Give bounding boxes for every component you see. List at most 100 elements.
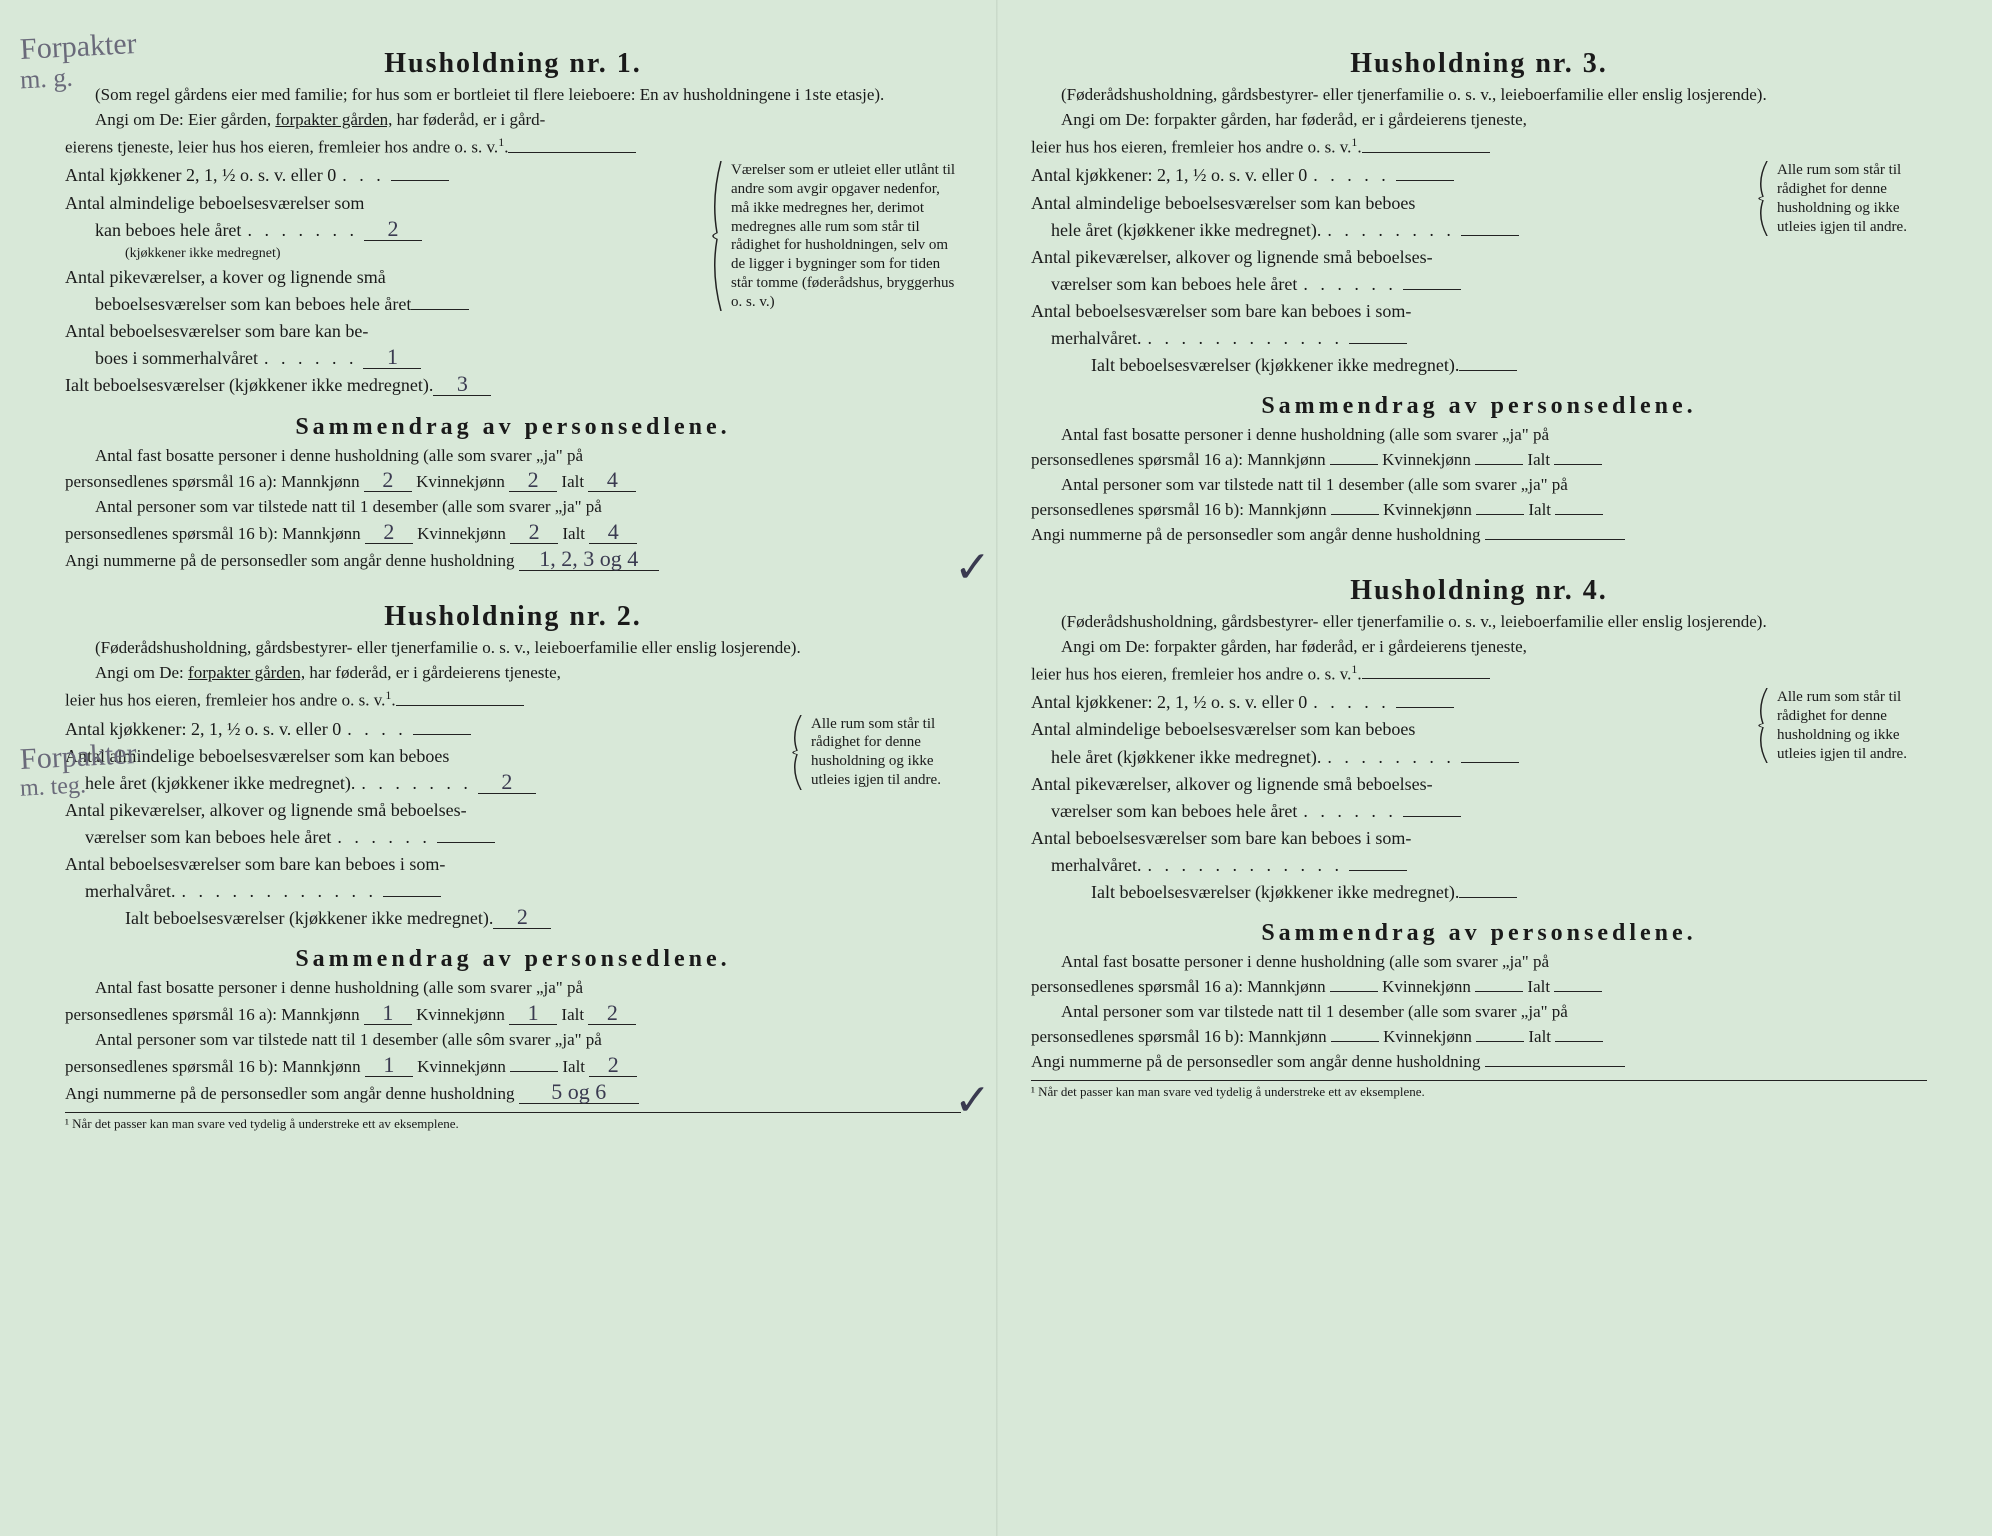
- handwriting-margin-1: Forpakter: [19, 27, 137, 67]
- angi-post: har føderåd, er i gårdeierens tjeneste,: [305, 663, 561, 682]
- household-2: Husholdning nr. 2. (Føderådshusholdning,…: [65, 601, 961, 1132]
- handwriting-margin-2: Forpakter: [19, 737, 137, 777]
- kjokken-value[interactable]: [1396, 707, 1454, 708]
- fast-k[interactable]: [1475, 991, 1523, 992]
- dots: . . . . . . .: [241, 217, 364, 243]
- alm-value[interactable]: 2: [364, 218, 422, 241]
- nummer-value[interactable]: 1, 2, 3 og 4: [519, 548, 659, 571]
- til-k[interactable]: 2: [510, 521, 558, 544]
- fast-i[interactable]: 2: [588, 1002, 636, 1025]
- footnote-ref: 1: [1351, 662, 1357, 676]
- nummer-value[interactable]: [1485, 539, 1625, 540]
- alm-value[interactable]: [1461, 762, 1519, 763]
- pike-value[interactable]: [1403, 816, 1461, 817]
- pike-value[interactable]: [411, 309, 469, 310]
- dots: . . . . .: [1307, 162, 1396, 188]
- dots: . . . . . . . . . . . .: [1141, 852, 1349, 878]
- til-k[interactable]: [1476, 1041, 1524, 1042]
- til-m[interactable]: 2: [365, 521, 413, 544]
- til-i[interactable]: [1555, 1041, 1603, 1042]
- til-label: personsedlenes spørsmål 16 b): Mannkjønn: [65, 1057, 361, 1076]
- ialt-value[interactable]: [1459, 370, 1517, 371]
- til-i[interactable]: 4: [589, 521, 637, 544]
- household-3-angi2: leier hus hos eieren, fremleier hos andr…: [1031, 134, 1927, 160]
- sammendrag-3: Sammendrag av personsedlene.: [1031, 393, 1927, 420]
- brace-icon: [709, 161, 723, 311]
- footnote-2: ¹ Når det passer kan man svare ved tydel…: [1031, 1080, 1927, 1100]
- room-fields-1: Antal kjøkkener 2, 1, ½ o. s. v. eller 0…: [65, 161, 723, 399]
- sommer-value[interactable]: [1349, 343, 1407, 344]
- ialt-value[interactable]: 2: [493, 906, 551, 929]
- tick-mark: ✓: [954, 1071, 991, 1130]
- angi-underline: forpakter gården,: [275, 110, 392, 129]
- fast-k[interactable]: [1475, 464, 1523, 465]
- sommer-value[interactable]: [383, 896, 441, 897]
- household-4-title: Husholdning nr. 4.: [1031, 575, 1927, 607]
- til-i[interactable]: [1555, 514, 1603, 515]
- ialt-value[interactable]: 3: [433, 373, 491, 396]
- alm-value[interactable]: [1461, 235, 1519, 236]
- til-label: personsedlenes spørsmål 16 b): Mannkjønn: [1031, 500, 1327, 519]
- alm-label1: Antal almindelige beboelsesværelser som …: [1031, 190, 1769, 216]
- fast-k[interactable]: 1: [509, 1002, 557, 1025]
- dots: . . .: [336, 162, 391, 188]
- fast-m[interactable]: [1330, 991, 1378, 992]
- room-fields-3: Antal kjøkkener: 2, 1, ½ o. s. v. eller …: [1031, 161, 1769, 379]
- til-m[interactable]: [1331, 1041, 1379, 1042]
- fast-i[interactable]: 4: [588, 469, 636, 492]
- footnote-1: ¹ Når det passer kan man svare ved tydel…: [65, 1112, 961, 1132]
- til-k[interactable]: [1476, 514, 1524, 515]
- kjokken-value[interactable]: [391, 180, 449, 181]
- kjokken-label: Antal kjøkkener: 2, 1, ½ o. s. v. eller …: [1031, 689, 1307, 715]
- alm-label1: Antal almindelige beboelsesværelser som: [65, 190, 723, 216]
- til-k-label: Kvinnekjønn: [417, 524, 506, 543]
- angi-blank[interactable]: [1362, 678, 1490, 679]
- pike-label1: Antal pikeværelser, alkover og lignende …: [65, 797, 803, 823]
- fast-k-label: Kvinnekjønn: [1382, 977, 1471, 996]
- fast-line2: personsedlenes spørsmål 16 a): Mannkjønn…: [1031, 976, 1927, 999]
- sommer-label1: Antal beboelsesværelser som bare kan beb…: [1031, 298, 1769, 324]
- angi-pre: Angi om De:: [95, 663, 188, 682]
- fast-i[interactable]: [1554, 991, 1602, 992]
- pike-value[interactable]: [1403, 289, 1461, 290]
- pike-row: Antal pikeværelser, alkover og lignende …: [65, 797, 803, 850]
- sommer-label2: boes i sommerhalvåret: [65, 345, 258, 371]
- sommer-value[interactable]: [1349, 870, 1407, 871]
- ialt-label: Ialt beboelsesværelser (kjøkkener ikke m…: [1091, 352, 1459, 378]
- angi-blank[interactable]: [1362, 152, 1490, 153]
- angi-blank[interactable]: [508, 152, 636, 153]
- alm-row: Antal almindelige beboelsesværelser som …: [1031, 190, 1769, 243]
- angi-pre: Angi om De: Eier gården,: [95, 110, 275, 129]
- fast-k[interactable]: 2: [509, 469, 557, 492]
- footnote-ref: 1: [498, 135, 504, 149]
- sommer-value[interactable]: 1: [363, 346, 421, 369]
- kjokken-value[interactable]: [1396, 180, 1454, 181]
- alm-label2: hele året (kjøkkener ikke medregnet).: [65, 770, 355, 796]
- til-k[interactable]: [510, 1071, 558, 1072]
- angi-line2: leier hus hos eieren, fremleier hos andr…: [1031, 664, 1351, 683]
- side-note-4: Alle rum som står til rådighet for denne…: [1769, 688, 1927, 763]
- fast-i-label: Ialt: [561, 472, 584, 491]
- fast-line1: Antal fast bosatte personer i denne hush…: [65, 445, 961, 468]
- angi-blank[interactable]: [396, 705, 524, 706]
- ialt-value[interactable]: [1459, 897, 1517, 898]
- dots: . . . . . . . .: [1321, 744, 1461, 770]
- fast-m[interactable]: 2: [364, 469, 412, 492]
- kjokken-value[interactable]: [413, 734, 471, 735]
- alm-value[interactable]: 2: [478, 771, 536, 794]
- til-m[interactable]: 1: [365, 1054, 413, 1077]
- pike-value[interactable]: [437, 842, 495, 843]
- sammendrag-4: Sammendrag av personsedlene.: [1031, 920, 1927, 947]
- household-2-angi2: leier hus hos eieren, fremleier hos andr…: [65, 687, 961, 713]
- til-m[interactable]: [1331, 514, 1379, 515]
- side-note-1: Værelser som er utleiet eller utlånt til…: [723, 161, 961, 311]
- fast-m[interactable]: 1: [364, 1002, 412, 1025]
- sommer-row: Antal beboelsesværelser som bare kan beb…: [1031, 298, 1769, 351]
- fast-k-label: Kvinnekjønn: [1382, 450, 1471, 469]
- fast-m[interactable]: [1330, 464, 1378, 465]
- household-3: Husholdning nr. 3. (Føderådshusholdning,…: [1031, 48, 1927, 547]
- fast-i[interactable]: [1554, 464, 1602, 465]
- nummer-value[interactable]: [1485, 1066, 1625, 1067]
- nummer-value[interactable]: 5 og 6: [519, 1081, 639, 1104]
- til-i[interactable]: 2: [589, 1054, 637, 1077]
